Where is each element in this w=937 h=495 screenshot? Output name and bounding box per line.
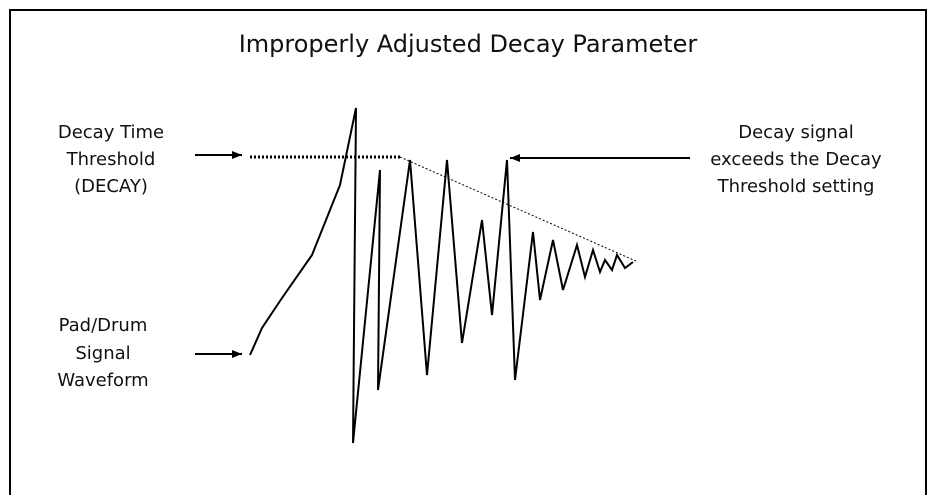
threshold-label: (DECAY) xyxy=(74,176,148,197)
frame xyxy=(9,9,927,495)
exceeds-label: Decay signal xyxy=(738,122,853,143)
threshold-label: Decay Time xyxy=(58,122,164,143)
waveform-label: Signal xyxy=(75,343,130,364)
title: Improperly Adjusted Decay Parameter xyxy=(239,30,698,58)
waveform-label: Waveform xyxy=(57,370,148,391)
threshold-label: Threshold xyxy=(66,149,156,170)
exceeds-label: Threshold setting xyxy=(717,176,875,197)
waveform-label: Pad/Drum xyxy=(59,315,148,336)
exceeds-label: exceeds the Decay xyxy=(710,149,882,170)
waveform xyxy=(249,107,634,444)
decay-line xyxy=(399,156,639,263)
